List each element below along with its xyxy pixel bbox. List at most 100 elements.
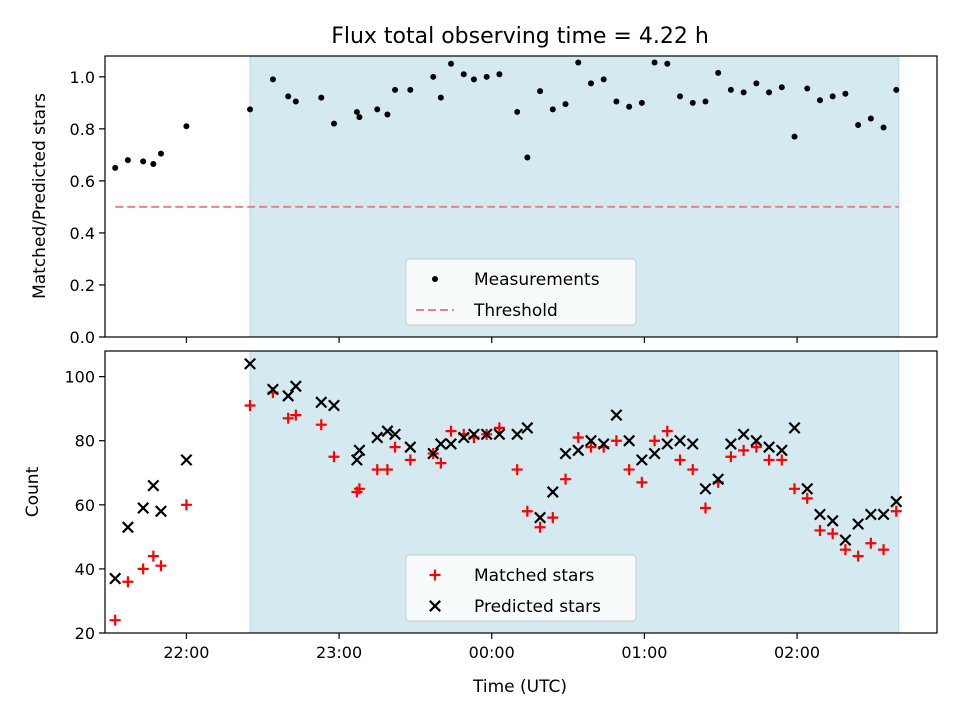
predicted-star-point — [572, 444, 585, 457]
measurement-point — [791, 133, 798, 140]
measurement-point — [613, 98, 620, 105]
y-tick-label: 0.8 — [70, 120, 95, 139]
matched-star-point — [155, 560, 167, 572]
legend-entry: Matched stars — [429, 566, 594, 586]
matched-star-point — [725, 451, 737, 463]
matched-star-point — [801, 492, 813, 504]
measurement-point — [496, 71, 503, 78]
predicted-star-point — [289, 380, 302, 393]
measurement-point — [374, 106, 381, 113]
measurement-point — [392, 86, 399, 93]
count-panel: 20 40 60 80 100 22:00 23:00 00:00 01:00 02:00 Mat… — [64, 350, 938, 662]
legend-matched-marker — [429, 569, 441, 581]
predicted-star-point — [371, 431, 384, 444]
predicted-star-point — [674, 434, 686, 447]
matched-star-point — [776, 454, 788, 466]
y-tick-label: 80 — [75, 432, 95, 451]
legend-predicted-marker — [429, 600, 441, 612]
predicted-star-point — [737, 428, 750, 441]
measurement-point — [384, 111, 391, 118]
y-tick-label: 1.0 — [70, 68, 95, 87]
measurement-point — [157, 150, 164, 157]
measurement-point — [292, 98, 299, 105]
predicted-star-point — [328, 399, 340, 412]
measurement-point — [702, 98, 709, 105]
measurement-point — [537, 88, 544, 95]
x-tick-label: 01:00 — [621, 643, 667, 662]
measurement-point — [124, 157, 131, 164]
matched-star-point — [814, 524, 826, 536]
matched-star-point — [244, 399, 256, 411]
matched-star-point — [315, 419, 327, 431]
predicted-star-point — [635, 453, 648, 466]
predicted-star-point — [147, 479, 160, 492]
y-tick-label: 40 — [75, 560, 95, 579]
predicted-star-point — [445, 437, 458, 450]
matched-star-point — [789, 483, 801, 495]
measurement-point — [753, 80, 760, 87]
predicted-star-point — [457, 431, 470, 444]
measurement-point — [816, 97, 823, 104]
x-tick-label: 02:00 — [774, 643, 820, 662]
matched-star-point — [290, 409, 302, 421]
predicted-star-point — [826, 514, 839, 527]
matched-star-point — [404, 454, 416, 466]
legend-box — [405, 258, 637, 326]
chart-title: Flux total observing time = 4.22 h — [331, 24, 709, 49]
measurement-point — [356, 114, 363, 121]
predicted-star-point — [427, 447, 440, 460]
matched-star-point — [699, 502, 711, 514]
measurement-point — [893, 86, 900, 93]
y-tick-label: 0.0 — [70, 328, 95, 347]
predicted-star-point — [763, 441, 776, 454]
predicted-star-point — [434, 437, 447, 450]
measurement-point — [285, 93, 292, 100]
plot-frame — [104, 350, 938, 634]
measurement-point — [437, 94, 444, 101]
predicted-star-point — [648, 447, 661, 460]
matched-star-point — [147, 550, 159, 562]
y-tick-label: 0.6 — [70, 172, 95, 191]
matched-star-point — [328, 451, 340, 463]
y-tick-label: 60 — [75, 496, 95, 515]
measurement-point — [448, 60, 455, 67]
predicted-star-point — [788, 421, 801, 434]
matched-star-point — [585, 441, 597, 453]
measurement-point — [766, 89, 773, 96]
predicted-star-point — [699, 482, 712, 495]
y-tick-label: 100 — [64, 368, 95, 387]
predicted-star-point — [154, 505, 167, 518]
measurement-point — [600, 76, 607, 83]
predicted-star-point — [534, 511, 547, 524]
measurement-point — [524, 154, 531, 161]
predicted-star-point — [389, 428, 402, 441]
legend-label: Predicted stars — [474, 597, 601, 617]
measurement-point — [407, 86, 414, 93]
predicted-star-point — [381, 425, 394, 438]
matched-star-point — [865, 537, 877, 549]
predicted-star-point — [266, 383, 279, 396]
matched-star-point — [852, 550, 864, 562]
predicted-star-point — [584, 434, 597, 447]
y-tick-label: 0.4 — [70, 224, 95, 243]
measurement-point — [880, 124, 887, 131]
predicted-star-point — [350, 453, 363, 466]
predicted-star-point — [244, 357, 257, 370]
measurement-point — [651, 59, 658, 66]
measurement-point — [430, 73, 437, 80]
x-tick-label: 22:00 — [163, 643, 209, 662]
predicted-star-point — [890, 495, 903, 508]
matched-star-point — [560, 473, 572, 485]
matched-star-point — [180, 499, 192, 511]
predicted-star-point — [480, 428, 493, 441]
matched-star-point — [750, 441, 762, 453]
matched-star-point — [890, 505, 902, 517]
matched-star-point — [353, 483, 365, 495]
predicted-star-point — [137, 502, 150, 515]
matched-star-point — [636, 476, 648, 488]
predicted-star-point — [775, 444, 788, 457]
predicted-star-point — [109, 572, 122, 585]
measurement-point — [638, 99, 645, 106]
predicted-star-point — [813, 508, 826, 521]
predicted-star-point — [610, 409, 623, 422]
